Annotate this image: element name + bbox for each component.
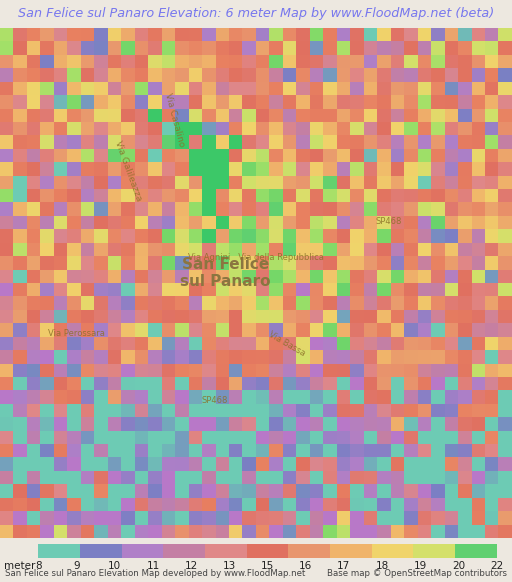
Text: 19: 19 xyxy=(414,561,427,572)
Text: Via Bassa: Via Bassa xyxy=(267,330,307,359)
Text: 13: 13 xyxy=(223,561,236,572)
Bar xyxy=(413,544,455,558)
Bar xyxy=(122,544,163,558)
Bar xyxy=(247,544,288,558)
Text: 16: 16 xyxy=(299,561,312,572)
Text: Via Galileazza: Via Galileazza xyxy=(113,140,143,202)
Text: SP468: SP468 xyxy=(202,396,228,405)
Text: 18: 18 xyxy=(375,561,389,572)
Text: SP468: SP468 xyxy=(376,217,402,226)
Text: 11: 11 xyxy=(146,561,160,572)
Text: Base map © OpenStreetMap contributors: Base map © OpenStreetMap contributors xyxy=(327,569,507,579)
Bar xyxy=(38,544,80,558)
Text: San Felice
sul Panaro: San Felice sul Panaro xyxy=(180,257,270,289)
Bar xyxy=(205,544,247,558)
Text: 22: 22 xyxy=(490,561,503,572)
Text: 17: 17 xyxy=(337,561,351,572)
Text: 10: 10 xyxy=(108,561,121,572)
Bar xyxy=(372,544,413,558)
Text: Via Perossara: Via Perossara xyxy=(48,329,105,339)
Bar xyxy=(330,544,372,558)
Bar xyxy=(455,544,497,558)
Text: San Felice sul Panaro Elevation Map developed by www.FloodMap.net: San Felice sul Panaro Elevation Map deve… xyxy=(5,569,306,579)
Bar xyxy=(288,544,330,558)
Text: San Felice sul Panaro Elevation: 6 meter Map by www.FloodMap.net (beta): San Felice sul Panaro Elevation: 6 meter… xyxy=(18,8,494,20)
Text: 20: 20 xyxy=(452,561,465,572)
Text: 9: 9 xyxy=(73,561,80,572)
Text: meter: meter xyxy=(5,561,36,572)
Text: 8: 8 xyxy=(35,561,41,572)
Text: Via Agnini   Via della Repubblica: Via Agnini Via della Repubblica xyxy=(188,253,324,262)
Text: 12: 12 xyxy=(184,561,198,572)
Bar xyxy=(80,544,122,558)
Text: 15: 15 xyxy=(261,561,274,572)
Bar xyxy=(163,544,205,558)
Text: Via Casalino: Via Casalino xyxy=(163,92,185,148)
